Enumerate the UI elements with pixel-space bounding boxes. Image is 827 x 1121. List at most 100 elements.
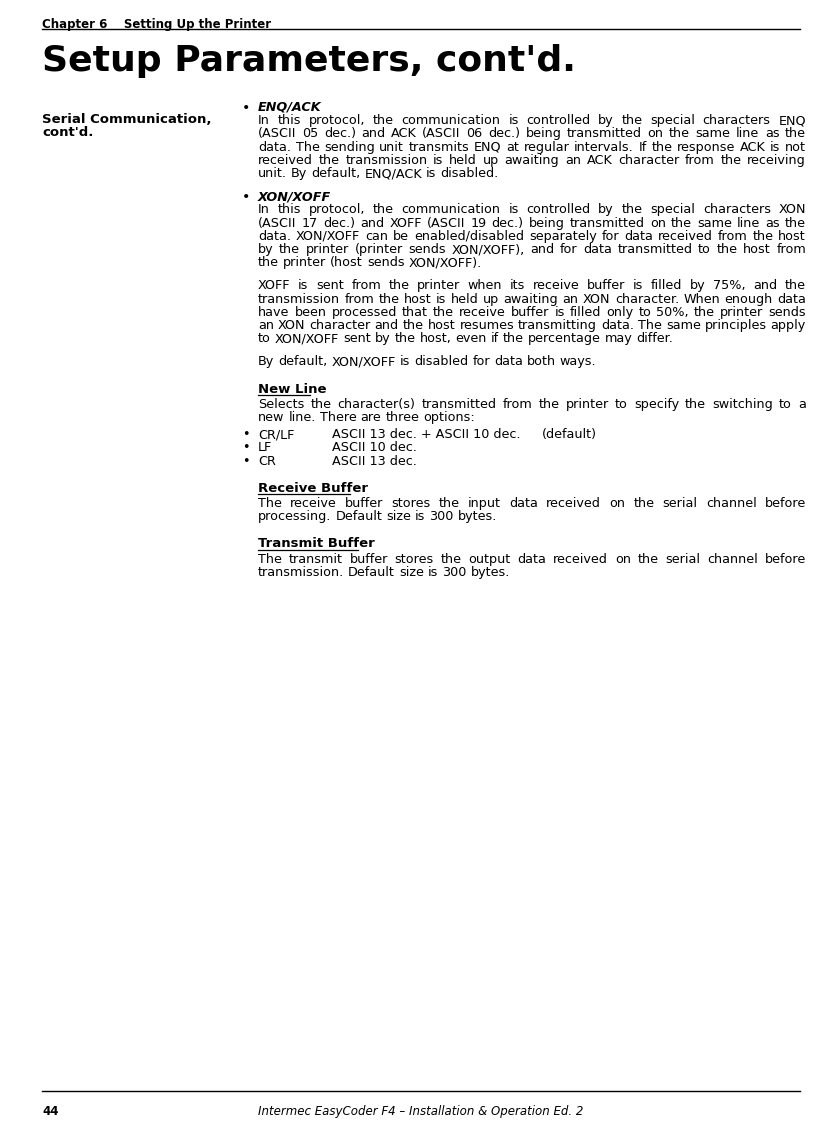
Text: the: the: [670, 216, 691, 230]
Text: and: and: [529, 243, 554, 256]
Text: regular: regular: [523, 140, 569, 154]
Text: 17: 17: [301, 216, 318, 230]
Text: on: on: [609, 497, 624, 510]
Text: the: the: [784, 216, 805, 230]
Text: sent: sent: [342, 332, 370, 345]
Text: •: •: [241, 428, 249, 442]
Text: is: is: [414, 510, 425, 524]
Text: the: the: [378, 293, 399, 306]
Text: transmission.: transmission.: [258, 566, 344, 578]
Text: line.: line.: [288, 411, 315, 424]
Text: the: the: [258, 257, 279, 269]
Text: ENQ/ACK: ENQ/ACK: [364, 167, 422, 180]
Text: to: to: [258, 332, 270, 345]
Text: 06: 06: [466, 128, 482, 140]
Text: by: by: [375, 332, 390, 345]
Text: (ASCII: (ASCII: [258, 216, 296, 230]
Text: characters: characters: [702, 114, 770, 127]
Text: by: by: [258, 243, 273, 256]
Text: host,: host,: [419, 332, 451, 345]
Text: processing.: processing.: [258, 510, 331, 524]
Text: is: is: [553, 306, 564, 318]
Text: same: same: [665, 319, 700, 332]
Text: principles: principles: [704, 319, 766, 332]
Text: CR/LF: CR/LF: [258, 428, 294, 442]
Text: XON: XON: [777, 203, 805, 216]
Text: response: response: [676, 140, 734, 154]
Text: Setup Parameters, cont'd.: Setup Parameters, cont'd.: [42, 44, 576, 78]
Text: serial: serial: [665, 553, 700, 566]
Text: There: There: [319, 411, 356, 424]
Text: the: the: [715, 243, 737, 256]
Text: (ASCII: (ASCII: [258, 128, 296, 140]
Text: Selects: Selects: [258, 398, 304, 410]
Text: sends: sends: [366, 257, 404, 269]
Text: (host: (host: [330, 257, 362, 269]
Text: is: is: [436, 293, 446, 306]
Text: In: In: [258, 114, 270, 127]
Text: up: up: [482, 293, 499, 306]
Text: the: the: [621, 114, 642, 127]
Text: percentage: percentage: [528, 332, 600, 345]
Text: can: can: [365, 230, 388, 243]
Text: printer: printer: [719, 306, 762, 318]
Text: Default: Default: [335, 510, 382, 524]
Text: sending: sending: [323, 140, 375, 154]
Text: buffer: buffer: [349, 553, 387, 566]
Text: printer: printer: [565, 398, 608, 410]
Text: Serial Communication,: Serial Communication,: [42, 113, 211, 126]
Text: ACK: ACK: [390, 128, 416, 140]
Text: the: the: [394, 332, 415, 345]
Text: receive: receive: [533, 279, 579, 293]
Text: XON/XOFF: XON/XOFF: [331, 355, 395, 369]
Text: enough: enough: [724, 293, 772, 306]
Text: receive: receive: [289, 497, 337, 510]
Text: Transmit Buffer: Transmit Buffer: [258, 537, 375, 550]
Text: is: is: [426, 167, 436, 180]
Text: data: data: [493, 355, 522, 369]
Text: host: host: [428, 319, 455, 332]
Text: received: received: [552, 553, 607, 566]
Text: its: its: [509, 279, 524, 293]
Text: special: special: [649, 114, 694, 127]
Text: character: character: [309, 319, 370, 332]
Text: line: line: [735, 128, 758, 140]
Text: transmitted: transmitted: [566, 128, 641, 140]
Text: XON/XOFF),: XON/XOFF),: [451, 243, 524, 256]
Text: buffer: buffer: [345, 497, 383, 510]
Text: dec.): dec.): [491, 216, 523, 230]
Text: •: •: [241, 455, 249, 467]
Text: data.: data.: [258, 140, 290, 154]
Text: awaiting: awaiting: [503, 293, 557, 306]
Text: ACK: ACK: [739, 140, 765, 154]
Text: XON/XOFF: XON/XOFF: [258, 191, 331, 203]
Text: the: the: [372, 203, 394, 216]
Text: input: input: [467, 497, 500, 510]
Text: received: received: [258, 154, 313, 167]
Text: channel: channel: [706, 553, 757, 566]
Text: separately: separately: [528, 230, 596, 243]
Text: dec.): dec.): [323, 216, 355, 230]
Text: cont'd.: cont'd.: [42, 127, 93, 139]
Text: may: may: [604, 332, 632, 345]
Text: filled: filled: [569, 306, 600, 318]
Text: special: special: [649, 203, 695, 216]
Text: XON: XON: [278, 319, 305, 332]
Text: for: for: [600, 230, 619, 243]
Text: printer: printer: [417, 279, 460, 293]
Text: XOFF: XOFF: [389, 216, 421, 230]
Text: The: The: [258, 553, 281, 566]
Text: before: before: [764, 497, 805, 510]
Text: host: host: [777, 230, 805, 243]
Text: have: have: [258, 306, 289, 318]
Text: 44: 44: [42, 1105, 59, 1118]
Text: character(s): character(s): [337, 398, 415, 410]
Text: transmission: transmission: [258, 293, 340, 306]
Text: When: When: [682, 293, 719, 306]
Text: 75%,: 75%,: [712, 279, 745, 293]
Text: 19: 19: [470, 216, 486, 230]
Text: specify: specify: [633, 398, 678, 410]
Text: ways.: ways.: [559, 355, 595, 369]
Text: when: when: [467, 279, 502, 293]
Text: the: the: [310, 398, 331, 410]
